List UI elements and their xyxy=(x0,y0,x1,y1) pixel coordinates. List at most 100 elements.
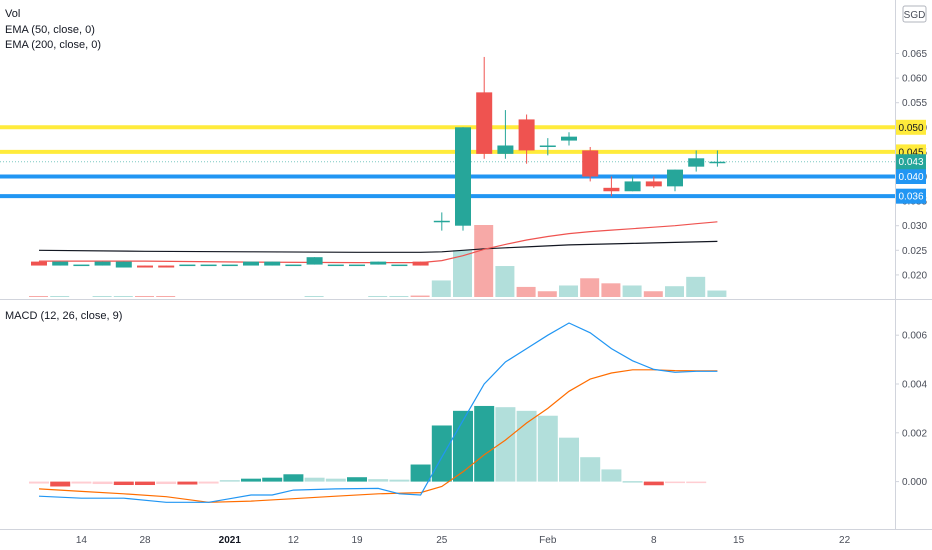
price-tags: 0.050 0.045 0.040 0.036 0.043 xyxy=(896,119,926,204)
volume-bar xyxy=(410,295,430,297)
price-tick-label: 0.055 xyxy=(902,98,927,109)
macd-histogram-bar xyxy=(262,477,283,482)
candle-body xyxy=(52,261,69,266)
candle-body xyxy=(349,264,365,267)
candle-body xyxy=(412,261,429,266)
candle-body xyxy=(476,92,493,154)
volume-bar xyxy=(495,266,515,297)
level-tag xyxy=(896,169,926,184)
macd-histogram-bar xyxy=(71,481,92,484)
macd-histogram-bar xyxy=(368,479,389,482)
macd-histogram-bar xyxy=(241,478,261,482)
ema-lines xyxy=(38,221,718,264)
candle-body xyxy=(603,187,620,192)
macd-histogram-bar xyxy=(410,464,431,482)
volume-bar xyxy=(50,296,70,297)
volume-bar xyxy=(537,291,557,297)
candle-body xyxy=(200,264,217,267)
volume-bar xyxy=(474,225,494,297)
volume-bar xyxy=(156,296,176,297)
volume-bar xyxy=(622,285,642,297)
candle-body xyxy=(115,261,132,268)
volume-bar xyxy=(686,276,706,297)
macd-pane xyxy=(29,322,718,503)
macd-tick-label: 0.002 xyxy=(902,428,927,439)
macd-histogram-bar xyxy=(559,437,579,482)
time-tick-label: Feb xyxy=(539,535,557,546)
volume-bar xyxy=(516,286,536,297)
macd-histogram-bar xyxy=(474,405,495,482)
volume-bar xyxy=(304,296,324,297)
candle-body xyxy=(518,119,535,151)
macd-histogram-bar xyxy=(198,481,219,484)
macd-histogram-bar xyxy=(283,474,304,482)
ema-50-line xyxy=(39,221,718,264)
macd-histogram-bar xyxy=(325,478,346,482)
macd-tick-label: 0.006 xyxy=(902,331,927,342)
macd-signal-line xyxy=(38,369,718,503)
macd-histogram-bar xyxy=(516,410,537,482)
level-tag-label: 0.036 xyxy=(898,192,923,203)
volume-bar xyxy=(113,296,133,297)
macd-histogram-bar xyxy=(304,477,325,482)
level-tag xyxy=(896,188,926,204)
candle-body xyxy=(624,181,641,192)
volume-bar xyxy=(29,296,48,297)
legend-main: Vol EMA (50, close, 0) EMA (200, close, … xyxy=(5,8,101,51)
candle-body xyxy=(497,145,514,154)
macd-histogram-bar xyxy=(156,481,177,485)
last-price-label: 0.043 xyxy=(898,157,923,168)
candle-body xyxy=(73,264,90,267)
macd-histogram-bar xyxy=(665,481,685,484)
macd-histogram-bar xyxy=(50,481,71,487)
candle-body xyxy=(688,158,705,167)
volume-bar xyxy=(559,285,578,297)
macd-histogram-bar xyxy=(537,415,558,482)
time-tick-label: 19 xyxy=(351,535,363,546)
level-tag-label: 0.045 xyxy=(898,147,923,158)
candle-body xyxy=(158,265,175,268)
candle-body xyxy=(137,265,153,268)
candle-body xyxy=(455,127,471,226)
currency-label: SGD xyxy=(904,10,926,21)
candlesticks[interactable] xyxy=(31,56,726,268)
horizontal-levels[interactable] xyxy=(0,125,895,199)
volume-bars xyxy=(29,225,727,297)
candle-body xyxy=(179,264,196,267)
macd-histogram-bar xyxy=(347,477,367,482)
candle-body xyxy=(370,261,387,265)
candle-body xyxy=(306,257,323,265)
candle-body xyxy=(391,264,408,267)
currency-badge[interactable]: SGD xyxy=(902,5,927,23)
macd-histogram-bar xyxy=(389,479,410,482)
volume-bar xyxy=(92,296,112,297)
volume-bar xyxy=(389,296,409,297)
candle-body xyxy=(539,145,556,148)
time-tick-label: 8 xyxy=(651,535,657,546)
candle-body xyxy=(243,261,259,266)
volume-bar xyxy=(580,278,600,297)
time-tick-label: 22 xyxy=(839,535,851,546)
price-tick-label: 0.020 xyxy=(902,270,927,281)
macd-histogram-bar xyxy=(113,481,134,486)
macd-histogram-bar xyxy=(686,481,707,484)
price-tick-label: 0.060 xyxy=(902,74,927,85)
candle-body xyxy=(561,136,577,141)
candle-body xyxy=(221,264,238,267)
legend-ema-200: EMA (200, close, 0) xyxy=(5,39,101,51)
level-tag-label: 0.040 xyxy=(898,172,923,183)
macd-histogram-bar xyxy=(29,481,49,484)
time-tick-label: 14 xyxy=(76,535,88,546)
time-tick-label: 2021 xyxy=(219,535,242,546)
price-tick-label: 0.065 xyxy=(902,49,927,60)
candle-body xyxy=(285,264,302,267)
volume-bar xyxy=(135,296,154,297)
legend-ema-50: EMA (50, close, 0) xyxy=(5,24,95,36)
macd-legend: MACD (12, 26, close, 9) xyxy=(5,310,122,322)
macd-histogram-bar xyxy=(92,481,113,485)
legend-volume: Vol xyxy=(5,8,20,20)
volume-bar xyxy=(707,290,727,297)
time-tick-label: 12 xyxy=(288,535,300,546)
volume-bar xyxy=(453,250,472,297)
